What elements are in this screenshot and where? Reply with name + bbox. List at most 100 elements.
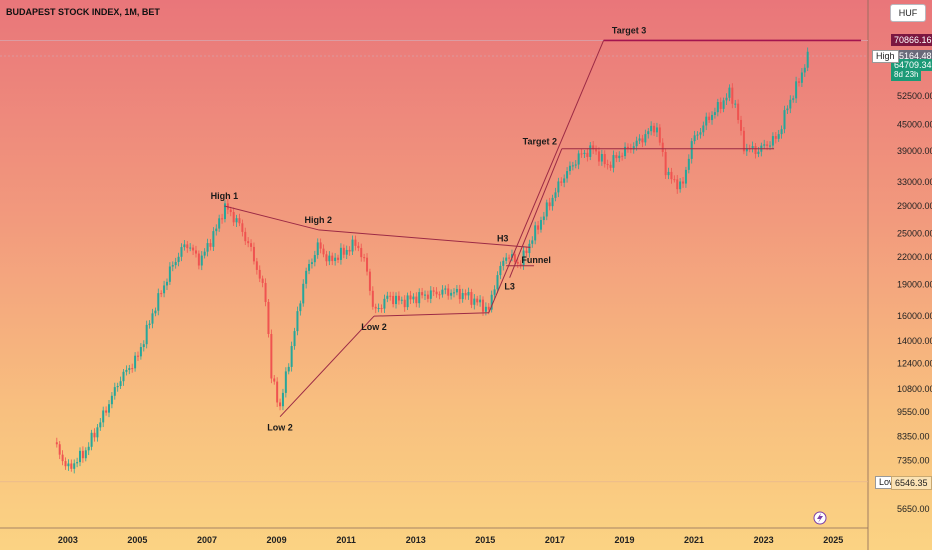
candle-body	[67, 463, 70, 467]
candle-body	[806, 51, 809, 68]
candle-body	[641, 138, 644, 143]
candle-body	[342, 247, 345, 255]
annotation-label: Low 2	[267, 423, 293, 433]
candle-body	[508, 257, 511, 259]
candle-body	[635, 140, 638, 147]
candle-body	[786, 108, 789, 111]
candle-body	[218, 218, 221, 229]
candle-body	[308, 264, 311, 271]
candle-body	[487, 306, 490, 310]
candle-body	[742, 130, 745, 152]
candle-body	[310, 262, 313, 265]
candle-body	[279, 402, 282, 407]
candle-body	[798, 81, 800, 83]
candle-body	[783, 110, 786, 130]
candle-body	[632, 146, 635, 150]
candle-body	[319, 242, 322, 249]
candle-body	[476, 298, 479, 303]
candle-body	[418, 292, 421, 304]
candle-body	[84, 450, 87, 459]
candle-body	[296, 311, 299, 332]
currency-selector[interactable]: HUF	[890, 4, 926, 22]
x-tick-label: 2021	[684, 535, 704, 545]
candle-body	[624, 146, 627, 157]
candle-body	[392, 295, 395, 305]
candle-body	[615, 155, 618, 159]
candle-body	[189, 247, 192, 249]
candle-body	[186, 244, 189, 249]
candle-body	[609, 164, 612, 168]
candle-body	[108, 404, 110, 413]
candle-body	[412, 296, 415, 300]
top-price-badge: 70866.16	[891, 34, 932, 47]
x-tick-label: 2003	[58, 535, 78, 545]
candle-body	[589, 145, 592, 157]
y-tick-label: 19000.00	[897, 279, 932, 289]
candle-body	[96, 427, 99, 438]
candle-body	[751, 146, 754, 149]
candle-body	[728, 87, 731, 98]
candle-body	[754, 146, 757, 154]
y-tick-label: 39000.00	[897, 146, 932, 156]
candle-body	[73, 463, 76, 469]
candle-body	[415, 296, 418, 304]
candle-body	[539, 220, 542, 230]
candle-body	[252, 246, 255, 262]
x-tick-label: 2015	[475, 535, 495, 545]
candle-body	[638, 138, 641, 141]
candle-body	[769, 145, 772, 147]
candle-body	[110, 395, 113, 405]
candle-body	[574, 164, 577, 166]
candle-body	[658, 127, 661, 143]
y-tick-label: 25000.00	[897, 228, 932, 238]
candle-body	[684, 169, 687, 184]
candle-body	[345, 249, 348, 255]
candle-body	[192, 247, 195, 251]
y-tick-label: 52500.00	[897, 91, 932, 101]
annotation-label: Target 3	[612, 25, 646, 35]
y-tick-label: 10800.00	[897, 384, 932, 394]
y-tick-label: 22000.00	[897, 252, 932, 262]
annotation-label: High 2	[305, 215, 333, 225]
candle-body	[455, 288, 458, 293]
y-tick-label: 45000.00	[897, 120, 932, 130]
candle-body	[737, 103, 740, 120]
candle-body	[679, 181, 682, 190]
candle-body	[780, 129, 783, 135]
candle-body	[499, 265, 502, 276]
candle-body	[197, 253, 200, 266]
candle-body	[450, 292, 453, 296]
candle-body	[305, 270, 308, 284]
candle-body	[357, 245, 360, 249]
candle-body	[273, 378, 276, 382]
candle-body	[261, 278, 264, 283]
x-tick-label: 2009	[267, 535, 287, 545]
candle-body	[458, 288, 461, 300]
candle-body	[496, 275, 499, 290]
candle-body	[270, 334, 273, 379]
candle-body	[595, 149, 598, 152]
candle-body	[583, 152, 586, 154]
candle-body	[79, 450, 82, 463]
annotation-label: H3	[497, 233, 509, 243]
candle-body	[76, 462, 79, 464]
candle-body	[302, 283, 305, 304]
candle-body	[626, 146, 629, 149]
candle-body	[537, 225, 540, 230]
candle-body	[194, 250, 197, 254]
candle-body	[154, 310, 157, 314]
candle-body	[229, 209, 232, 213]
candle-body	[128, 368, 131, 370]
countdown-badge: 8d 23h	[891, 68, 922, 81]
candle-body	[653, 125, 656, 133]
x-tick-label: 2025	[823, 535, 843, 545]
candle-body	[360, 248, 363, 258]
candle-body	[136, 355, 139, 357]
candle-body	[206, 243, 209, 252]
last-price-badge: 64709.34	[891, 58, 932, 71]
candle-body	[232, 212, 235, 223]
candle-body	[134, 355, 137, 369]
annotation-label: L3	[504, 282, 515, 292]
candle-body	[171, 265, 174, 267]
candle-body	[250, 243, 253, 247]
